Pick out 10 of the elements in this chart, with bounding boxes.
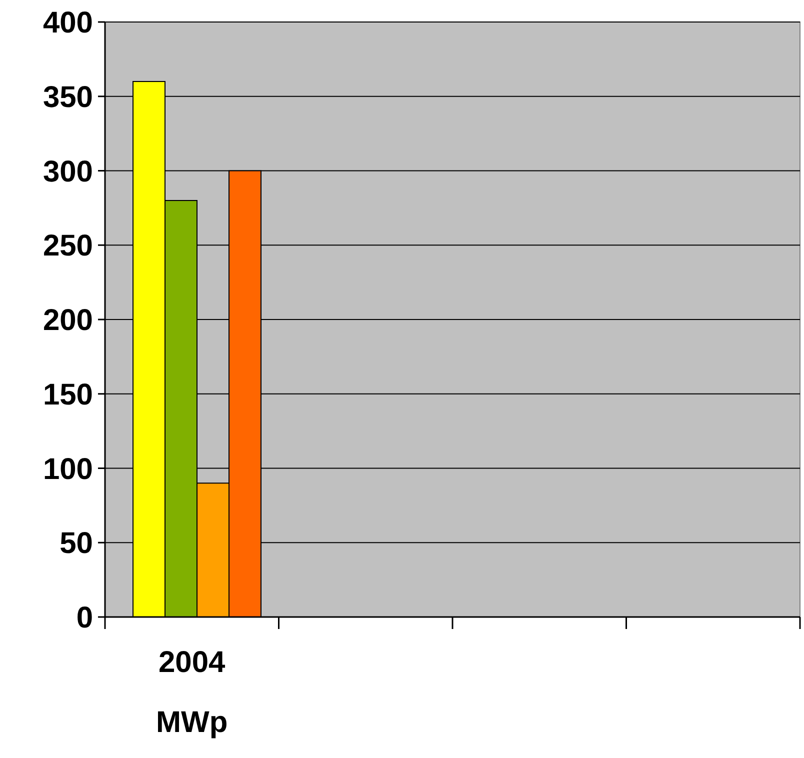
y-tick-label: 150 — [42, 378, 93, 412]
y-tick-label: 200 — [42, 304, 93, 337]
x-tick-label: 2004 MWp — [156, 646, 228, 739]
y-tick-label: 300 — [42, 155, 93, 188]
y-tick-label: 100 — [42, 452, 93, 486]
y-tick-label: 350 — [42, 80, 93, 114]
y-tick-label: 400 — [42, 6, 93, 40]
y-tick-label: 0 — [76, 602, 93, 634]
y-tick-label: 250 — [42, 230, 93, 263]
y-tick-label: 50 — [60, 527, 93, 560]
